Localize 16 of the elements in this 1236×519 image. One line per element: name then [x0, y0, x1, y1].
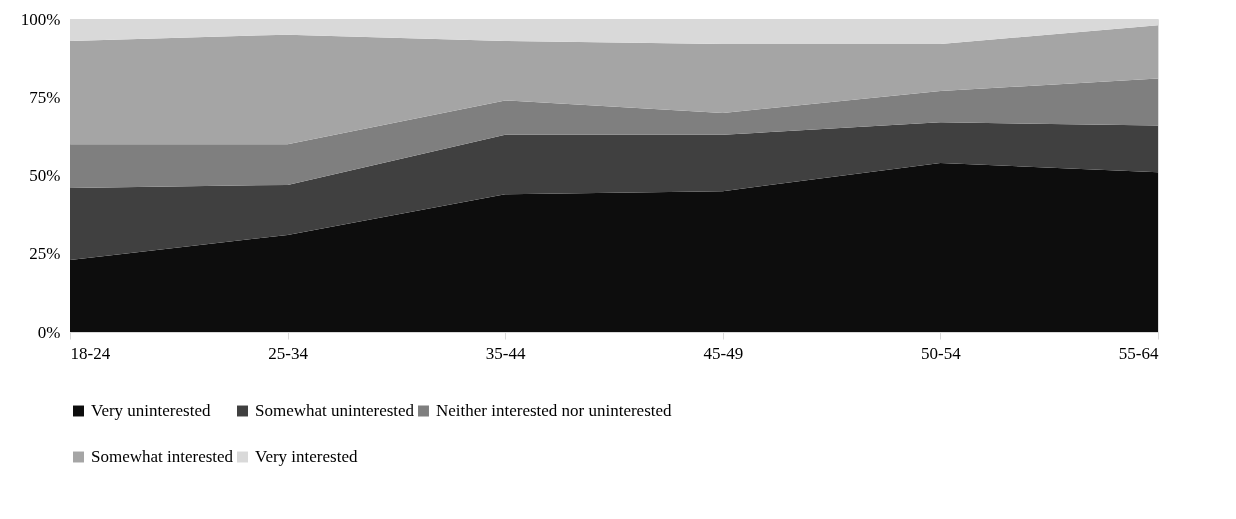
x-tick-label: 25-34: [268, 343, 309, 363]
x-tick-label: 35-44: [485, 343, 527, 363]
x-tick-label: 18-24: [70, 343, 111, 363]
legend-label: Neither interested nor uninterested: [436, 401, 673, 420]
x-tick-label: 45-49: [703, 343, 744, 363]
y-tick-label: 100%: [20, 9, 61, 29]
y-tick-label: 25%: [29, 244, 61, 264]
y-tick-label: 75%: [29, 87, 61, 107]
x-tick-label: 55-64: [1118, 343, 1159, 363]
legend-label: Very uninterested: [91, 401, 211, 420]
legend-label: Somewhat uninterested: [255, 401, 415, 420]
legend-label: Somewhat interested: [91, 447, 234, 466]
legend-label: Very interested: [255, 447, 358, 466]
x-tick-label: 50-54: [921, 343, 962, 363]
y-tick-label: 0%: [37, 322, 61, 342]
y-tick-label: 50%: [29, 166, 61, 185]
